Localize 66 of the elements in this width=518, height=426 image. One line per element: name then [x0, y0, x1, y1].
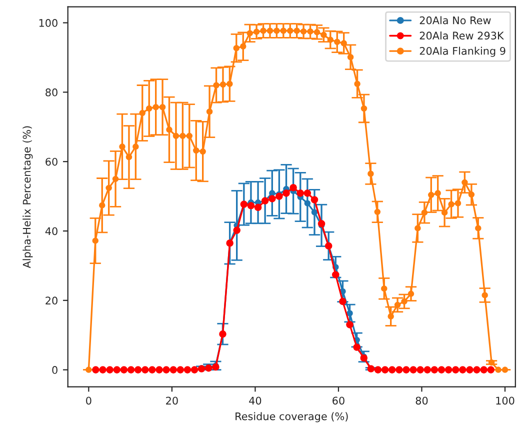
x-tick-label: 80 — [416, 396, 428, 405]
point — [438, 366, 446, 374]
x-tick-label: 60 — [332, 396, 344, 405]
point — [127, 366, 135, 374]
legend-label: 20Ala Rew 293K — [420, 31, 504, 40]
legend-label: 20Ala No Rew — [420, 16, 491, 24]
point — [487, 366, 495, 374]
point — [381, 366, 389, 374]
point — [190, 366, 198, 374]
point — [473, 366, 480, 374]
x-tick-label: 40 — [249, 396, 262, 405]
point — [269, 190, 276, 196]
point — [459, 366, 466, 374]
point — [254, 204, 262, 212]
point — [304, 200, 311, 206]
y-tick-label: 80 — [46, 88, 58, 96]
point — [430, 366, 438, 374]
point — [388, 366, 396, 374]
point — [99, 366, 106, 374]
point — [290, 184, 297, 192]
point — [184, 366, 192, 374]
point — [170, 366, 177, 374]
point — [466, 366, 474, 374]
legend-label: 20Ala Flanking 9 — [420, 46, 506, 57]
point — [374, 366, 382, 374]
point — [346, 321, 354, 328]
point — [410, 366, 417, 374]
point — [424, 366, 432, 374]
point — [311, 209, 318, 216]
point — [247, 202, 255, 210]
y-tick-label: 100 — [39, 19, 58, 27]
point — [106, 366, 114, 374]
point — [296, 190, 304, 197]
x-tick-label: 100 — [496, 396, 514, 405]
point — [353, 344, 360, 351]
x-axis-title: Residue coverage (%) — [236, 412, 348, 422]
point — [282, 190, 290, 197]
point — [480, 366, 488, 374]
x-tick-label: 20 — [166, 396, 178, 405]
point — [396, 366, 403, 374]
point — [113, 366, 121, 374]
point — [148, 366, 156, 374]
point — [402, 366, 410, 374]
point — [92, 366, 100, 374]
point — [444, 366, 452, 374]
y-tick-label: 20 — [46, 296, 58, 305]
point — [120, 366, 128, 374]
point — [346, 310, 353, 316]
y-axis-title: Alpha-Helix Percentage (%) — [22, 126, 33, 268]
y-tick-label: 60 — [46, 158, 58, 166]
y-tick-label: 40 — [45, 227, 58, 236]
point — [141, 366, 149, 374]
point — [156, 366, 163, 374]
point — [304, 190, 312, 197]
point — [233, 226, 240, 234]
y-tick-label: 0 — [52, 366, 58, 374]
point — [416, 366, 424, 374]
point — [332, 271, 340, 278]
point — [134, 366, 142, 374]
point — [276, 192, 283, 200]
point — [452, 366, 460, 374]
x-tick-label: 0 — [86, 396, 92, 405]
point — [176, 366, 184, 374]
point — [162, 366, 170, 374]
point — [268, 195, 276, 202]
point — [310, 196, 318, 204]
